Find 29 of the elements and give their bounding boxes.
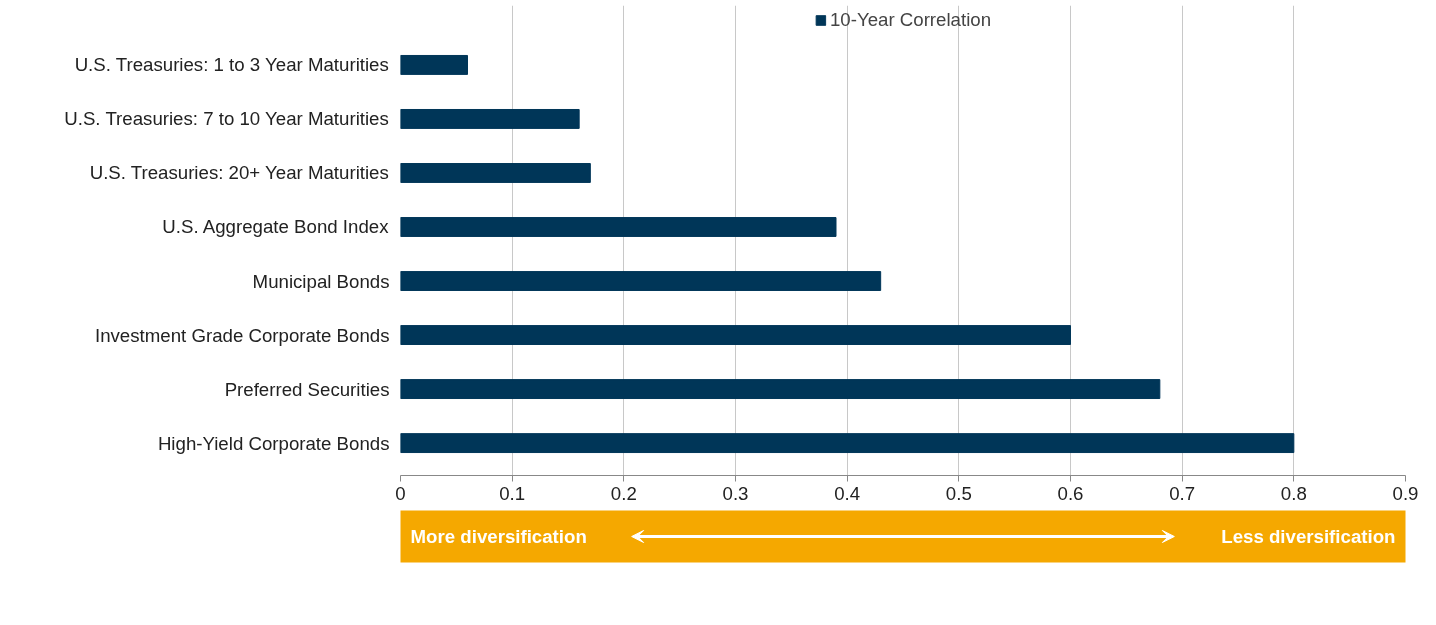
bar	[400, 271, 882, 291]
x-tick-label: 0	[395, 482, 406, 504]
text: Less diversification	[1221, 526, 1396, 547]
x-tick-label: 0.2	[610, 482, 637, 504]
x-tick-label: 0.1	[499, 482, 526, 504]
bar	[400, 217, 837, 237]
y-tick-label: High-Yield Corporate Bonds	[157, 432, 390, 454]
bar	[400, 379, 1161, 400]
text: More diversification	[410, 526, 587, 547]
y-tick-label: U.S. Aggregate Bond Index	[162, 216, 390, 238]
bar	[400, 163, 591, 183]
x-tick-label: 0.8	[1280, 482, 1307, 504]
x-tick-label: 0.6	[1057, 482, 1084, 504]
y-tick-label: U.S. Treasuries: 20+ Year Maturities	[89, 162, 389, 184]
bar	[400, 325, 1071, 345]
x-tick-label: 0.3	[722, 482, 749, 504]
y-tick-label: Preferred Securities	[224, 378, 390, 400]
y-tick-label: U.S. Treasuries: 1 to 3 Year Maturities	[74, 54, 389, 76]
x-tick-label: 0.5	[945, 482, 972, 504]
y-tick-label: Investment Grade Corporate Bonds	[94, 324, 390, 346]
bar	[400, 108, 580, 129]
y-tick-label: U.S. Treasuries: 7 to 10 Year Maturities	[64, 108, 389, 130]
bar	[400, 54, 468, 75]
bar	[400, 433, 1295, 454]
y-tick-label: Municipal Bonds	[252, 270, 390, 292]
x-tick-label: 0.9	[1392, 482, 1419, 504]
legend-label: 10-Year Correlation	[829, 9, 992, 31]
x-tick-label: 0.7	[1169, 482, 1196, 504]
x-tick-label: 0.4	[834, 482, 861, 504]
